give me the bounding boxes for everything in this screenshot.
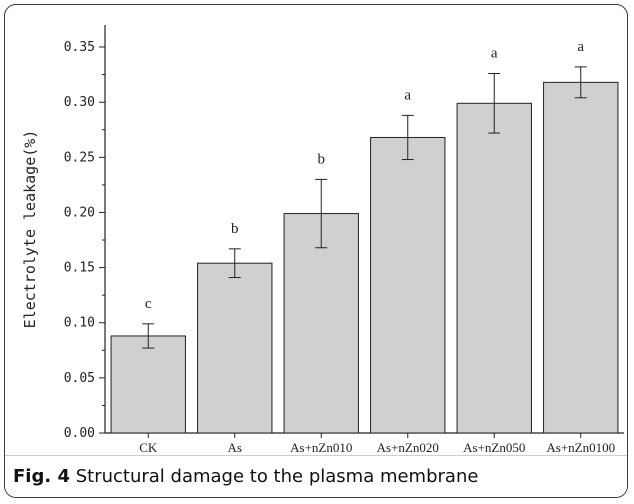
significance-label: a — [404, 87, 411, 103]
y-tick-label: 0.05 — [64, 371, 95, 386]
x-tick-label: CK — [139, 440, 158, 455]
figure-caption: Fig. 4 Structural damage to the plasma m… — [5, 455, 627, 497]
chart-axes — [104, 25, 624, 434]
significance-label: c — [145, 296, 152, 312]
significance-label: b — [318, 151, 326, 167]
y-tick-label: 0.20 — [64, 205, 95, 220]
y-tick-label: 0.35 — [64, 40, 95, 55]
y-axis-label: Electrolyte leakage(%) — [21, 130, 39, 329]
bar — [370, 136, 446, 434]
chart-significance-labels: c b b a a a — [145, 39, 585, 312]
x-tick-label: As+nZn020 — [377, 440, 439, 455]
bar — [110, 335, 186, 434]
y-tick-label: 0.15 — [64, 261, 95, 276]
x-tick-label: As — [228, 440, 242, 455]
chart-y-ticks: 0.00 0.05 0.10 0.15 0.20 0.25 0.30 0.35 — [64, 40, 105, 441]
bar — [197, 262, 273, 434]
significance-label: a — [577, 39, 584, 55]
y-tick-label: 0.30 — [64, 95, 95, 110]
chart-error-bars — [142, 66, 587, 349]
significance-label: a — [491, 46, 498, 62]
bar — [283, 213, 359, 434]
chart-x-ticks: CK As As+nZn010 As+nZn020 As+nZn050 As+nZn010… — [139, 433, 615, 455]
figure-caption-text: Structural damage to the plasma membrane — [75, 466, 479, 487]
figure-label: Fig. 4 — [13, 466, 70, 487]
significance-label: b — [231, 221, 239, 237]
x-tick-label: As+nZn0100 — [546, 440, 615, 455]
chart-bars — [110, 81, 619, 434]
x-tick-label: As+nZn010 — [290, 440, 352, 455]
x-tick-label: As+nZn050 — [463, 440, 525, 455]
y-tick-label: 0.10 — [64, 316, 95, 331]
bar — [543, 81, 619, 434]
y-tick-label: 0.25 — [64, 150, 95, 165]
bar — [456, 102, 532, 434]
y-tick-label: 0.00 — [64, 426, 95, 441]
